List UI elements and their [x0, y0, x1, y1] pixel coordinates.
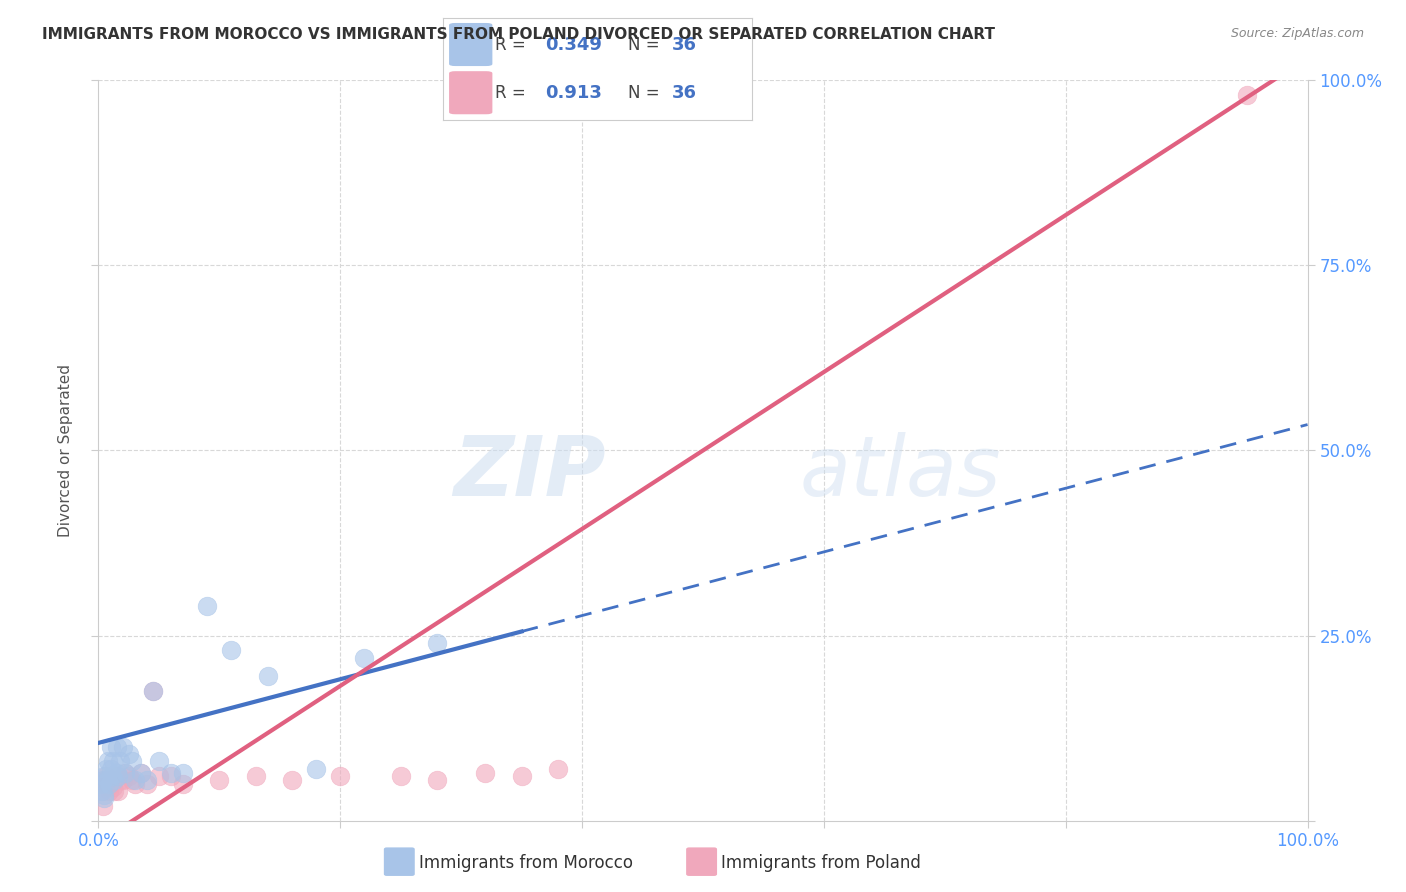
Point: [208, 772, 231, 787]
Point: [100, 769, 122, 783]
FancyBboxPatch shape: [449, 71, 492, 114]
Text: 36: 36: [672, 84, 697, 102]
Point: [100, 762, 122, 776]
Point: [105, 769, 128, 783]
Point: [172, 776, 194, 791]
Point: [91, 784, 114, 798]
Point: [221, 643, 243, 657]
FancyBboxPatch shape: [449, 23, 492, 66]
Point: [101, 755, 124, 769]
Point: [94, 769, 117, 783]
Point: [91, 798, 114, 813]
Point: [245, 769, 267, 783]
Point: [426, 636, 449, 650]
Point: [474, 765, 496, 780]
Point: [96, 776, 118, 791]
Point: [108, 772, 131, 787]
Point: [103, 772, 125, 787]
Point: [91, 772, 114, 787]
Point: [111, 739, 134, 754]
Point: [256, 669, 278, 683]
Point: [547, 762, 569, 776]
Point: [389, 769, 412, 783]
Point: [160, 769, 183, 783]
Point: [135, 776, 157, 791]
Point: [105, 739, 128, 754]
Point: [111, 772, 134, 787]
Text: N =: N =: [628, 84, 659, 102]
Point: [105, 765, 128, 780]
Point: [97, 755, 120, 769]
Y-axis label: Divorced or Separated: Divorced or Separated: [58, 364, 73, 537]
Point: [129, 765, 152, 780]
Point: [118, 747, 141, 761]
Point: [121, 755, 143, 769]
Point: [118, 769, 141, 783]
Text: 0.349: 0.349: [546, 36, 602, 54]
Point: [142, 684, 165, 698]
Point: [1236, 88, 1258, 103]
Text: atlas: atlas: [800, 432, 1001, 513]
Point: [121, 772, 143, 787]
Text: R =: R =: [495, 36, 526, 54]
Point: [90, 776, 112, 791]
Point: [98, 776, 121, 791]
Point: [329, 769, 352, 783]
Point: [101, 780, 124, 795]
Text: IMMIGRANTS FROM MOROCCO VS IMMIGRANTS FROM POLAND DIVORCED OR SEPARATED CORRELAT: IMMIGRANTS FROM MOROCCO VS IMMIGRANTS FR…: [42, 27, 995, 42]
Point: [129, 765, 152, 780]
Point: [107, 769, 129, 783]
Point: [103, 784, 125, 798]
Text: Source: ZipAtlas.com: Source: ZipAtlas.com: [1230, 27, 1364, 40]
Point: [305, 762, 328, 776]
Point: [91, 784, 114, 798]
Point: [100, 776, 122, 791]
Point: [114, 765, 136, 780]
Point: [96, 772, 118, 787]
Point: [160, 765, 183, 780]
Point: [107, 784, 129, 798]
Point: [100, 739, 122, 754]
Point: [281, 772, 304, 787]
Point: [93, 772, 115, 787]
Point: [510, 769, 533, 783]
Point: [195, 599, 218, 613]
Point: [93, 769, 115, 783]
Point: [148, 755, 170, 769]
Point: [93, 791, 115, 805]
Point: [124, 772, 146, 787]
Point: [135, 772, 157, 787]
Point: [94, 762, 117, 776]
Text: Immigrants from Poland: Immigrants from Poland: [721, 855, 921, 872]
Point: [108, 755, 131, 769]
Point: [97, 780, 120, 795]
Point: [172, 765, 194, 780]
Point: [93, 788, 115, 802]
Text: 0.913: 0.913: [546, 84, 602, 102]
Point: [148, 769, 170, 783]
Text: ZIP: ZIP: [454, 432, 606, 513]
Point: [142, 684, 165, 698]
Point: [90, 780, 112, 795]
Point: [98, 784, 121, 798]
Point: [353, 650, 375, 665]
Text: 36: 36: [672, 36, 697, 54]
Point: [114, 765, 136, 780]
Point: [426, 772, 449, 787]
Text: Immigrants from Morocco: Immigrants from Morocco: [419, 855, 633, 872]
Point: [100, 772, 122, 787]
Point: [124, 776, 146, 791]
Text: R =: R =: [495, 84, 526, 102]
Text: N =: N =: [628, 36, 659, 54]
